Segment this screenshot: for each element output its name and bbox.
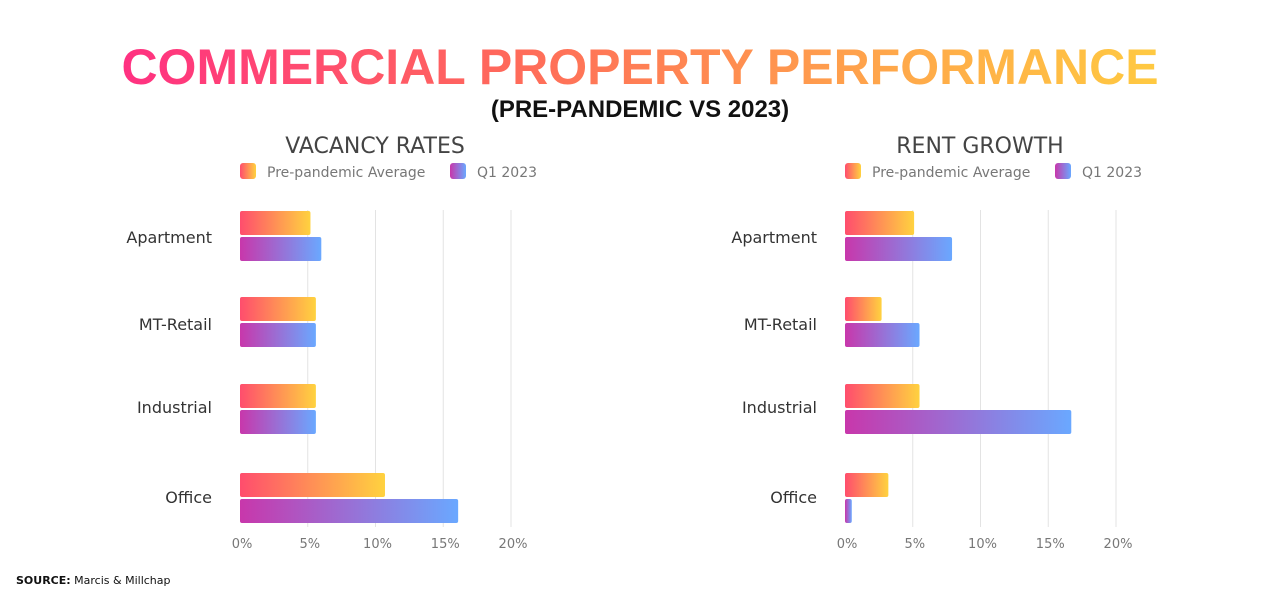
x-tick-label: 10%: [363, 537, 392, 552]
legend-label-pre: Pre-pandemic Average: [267, 165, 425, 181]
chart-title: RENT GROWTH: [896, 134, 1063, 159]
bar-pre-pandemic: [240, 297, 316, 321]
bar-pre-pandemic: [845, 384, 920, 408]
category-label: Office: [165, 488, 212, 507]
source-label: SOURCE:: [16, 574, 71, 587]
x-tick-label: 20%: [1104, 537, 1133, 552]
category-label: Industrial: [742, 398, 817, 417]
category-label: Apartment: [126, 228, 212, 247]
bar-q1-2023: [845, 237, 953, 261]
x-tick-label: 0%: [837, 537, 858, 552]
bar-q1-2023: [845, 323, 920, 347]
x-tick-label: 15%: [431, 537, 460, 552]
bar-q1-2023: [845, 499, 852, 523]
legend-swatch-pre: [240, 163, 256, 179]
bar-q1-2023: [240, 323, 316, 347]
source-note: SOURCE: Marcis & Millchap: [16, 574, 171, 587]
main-title: COMMERCIAL PROPERTY PERFORMANCE: [0, 38, 1280, 96]
source-text: Marcis & Millchap: [74, 574, 171, 587]
bar-q1-2023: [240, 410, 316, 434]
bar-pre-pandemic: [240, 473, 385, 497]
bar-q1-2023: [240, 237, 322, 261]
legend-label-pre: Pre-pandemic Average: [872, 165, 1030, 181]
legend-label-q1: Q1 2023: [477, 165, 537, 181]
bar-pre-pandemic: [845, 473, 889, 497]
bar-pre-pandemic: [240, 384, 316, 408]
legend-swatch-q1: [1055, 163, 1071, 179]
x-tick-label: 5%: [299, 537, 320, 552]
bar-q1-2023: [845, 410, 1072, 434]
x-tick-label: 20%: [499, 537, 528, 552]
x-tick-label: 5%: [904, 537, 925, 552]
category-label: Apartment: [731, 228, 817, 247]
bar-pre-pandemic: [845, 211, 915, 235]
category-label: Office: [770, 488, 817, 507]
legend-swatch-pre: [845, 163, 861, 179]
chart-title: VACANCY RATES: [285, 134, 465, 159]
legend-swatch-q1: [450, 163, 466, 179]
x-tick-label: 10%: [968, 537, 997, 552]
category-label: Industrial: [137, 398, 212, 417]
subtitle: (PRE-PANDEMIC VS 2023): [490, 96, 790, 123]
x-tick-label: 0%: [232, 537, 253, 552]
x-tick-label: 15%: [1036, 537, 1065, 552]
bar-pre-pandemic: [845, 297, 882, 321]
category-label: MT-Retail: [139, 315, 212, 334]
legend-label-q1: Q1 2023: [1082, 165, 1142, 181]
category-label: MT-Retail: [744, 315, 817, 334]
bar-q1-2023: [240, 499, 459, 523]
bar-pre-pandemic: [240, 211, 311, 235]
